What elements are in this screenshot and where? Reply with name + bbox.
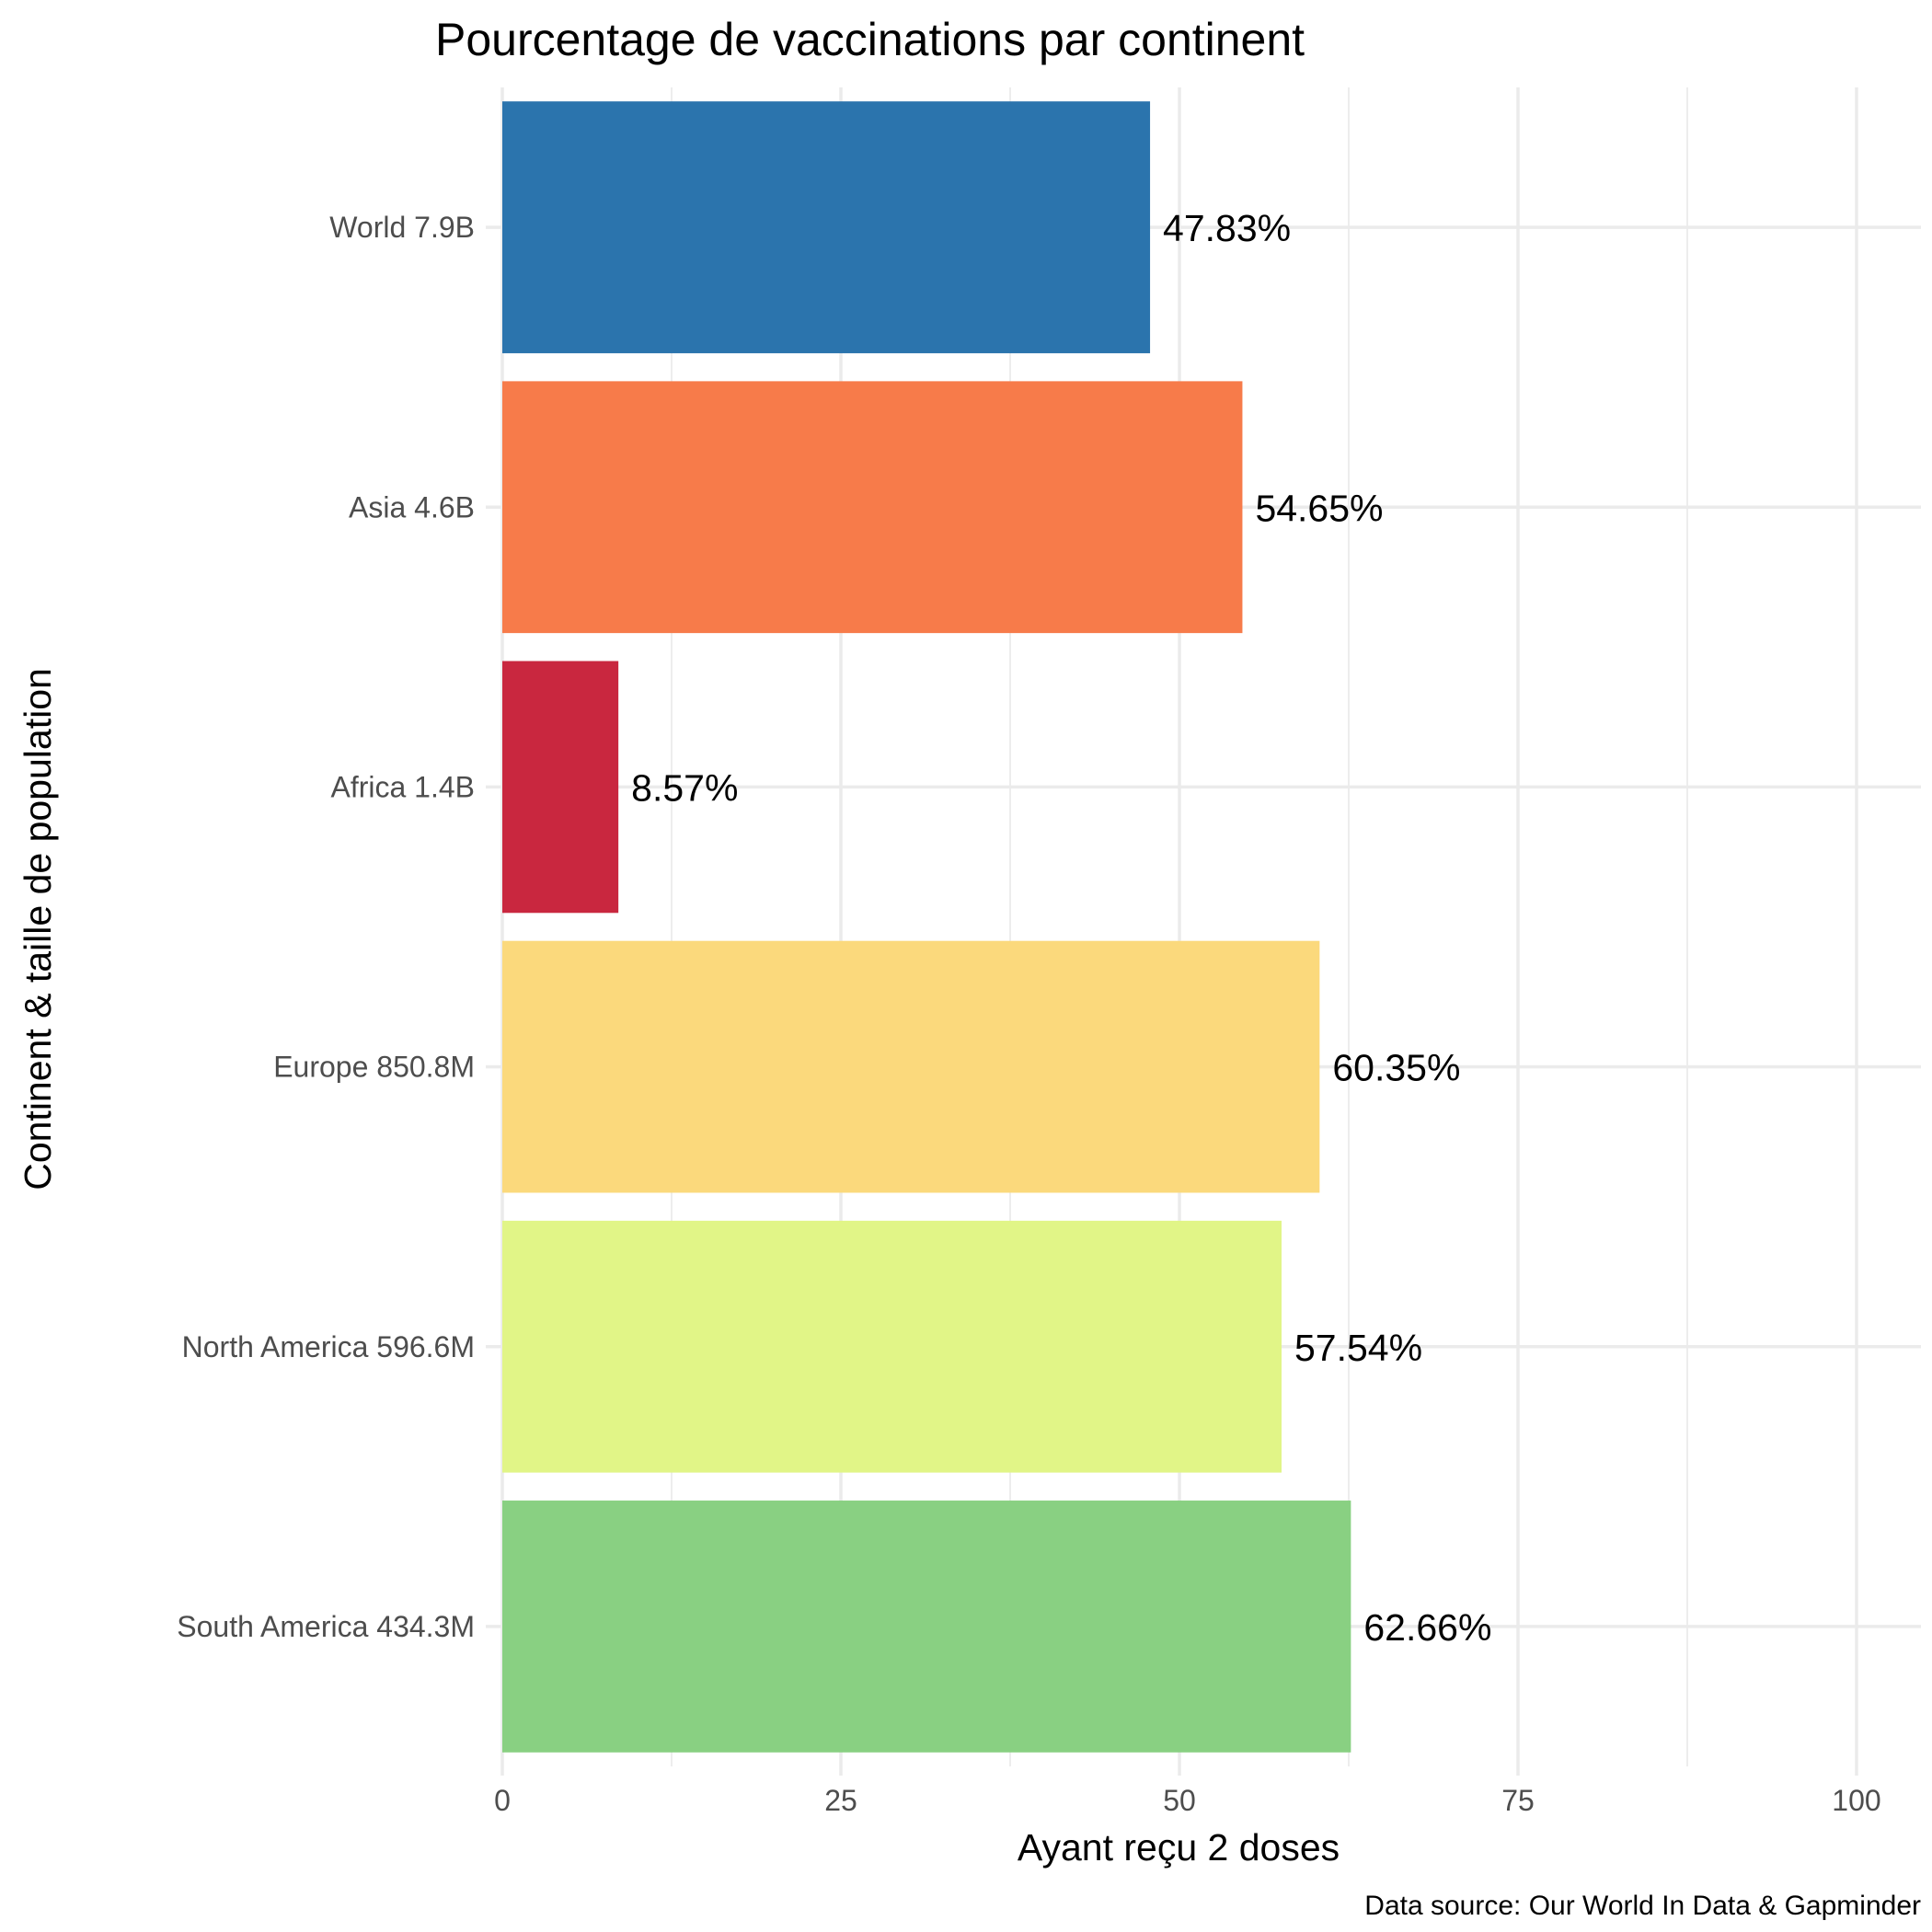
data-label: 54.65%: [1255, 487, 1383, 529]
bar: [502, 381, 1243, 634]
y-axis-title: Continent & taille de population: [17, 668, 59, 1190]
bars: [502, 101, 1351, 1753]
data-label: 57.54%: [1294, 1327, 1422, 1369]
x-axis-title: Ayant reçu 2 doses: [1018, 1826, 1340, 1869]
bar: [502, 661, 619, 914]
x-tick-label: 25: [824, 1784, 857, 1817]
x-axis-ticks: 0 25 50 75 100: [494, 1784, 1881, 1817]
x-tick-label: 100: [1832, 1784, 1880, 1817]
y-tick-label: World 7.9B: [329, 211, 475, 244]
bar: [502, 101, 1151, 353]
bar: [502, 1220, 1282, 1473]
data-labels: 47.83% 54.65% 8.57% 60.35% 57.54% 62.66%: [631, 207, 1491, 1649]
data-source-caption: Data source: Our World In Data & Gapmind…: [1364, 1891, 1921, 1921]
data-label: 60.35%: [1332, 1047, 1460, 1089]
y-tick-label: North America 596.6M: [182, 1330, 475, 1363]
data-label: 62.66%: [1363, 1606, 1491, 1649]
chart-title: Pourcentage de vaccinations par continen…: [435, 14, 1305, 65]
y-axis-ticks: World 7.9B Asia 4.6B Africa 1.4B Europe 850…: [177, 211, 502, 1643]
x-tick-label: 75: [1501, 1784, 1535, 1817]
y-tick-label: South America 434.3M: [177, 1610, 475, 1643]
data-label: 8.57%: [631, 766, 738, 809]
y-tick-label: Asia 4.6B: [349, 490, 475, 523]
y-tick-label: Europe 850.8M: [273, 1051, 475, 1084]
data-label: 47.83%: [1163, 207, 1291, 249]
bar: [502, 1501, 1351, 1753]
x-tick-label: 50: [1163, 1784, 1196, 1817]
bar: [502, 940, 1320, 1193]
y-tick-label: Africa 1.4B: [330, 770, 475, 803]
x-tick-label: 0: [494, 1784, 511, 1817]
